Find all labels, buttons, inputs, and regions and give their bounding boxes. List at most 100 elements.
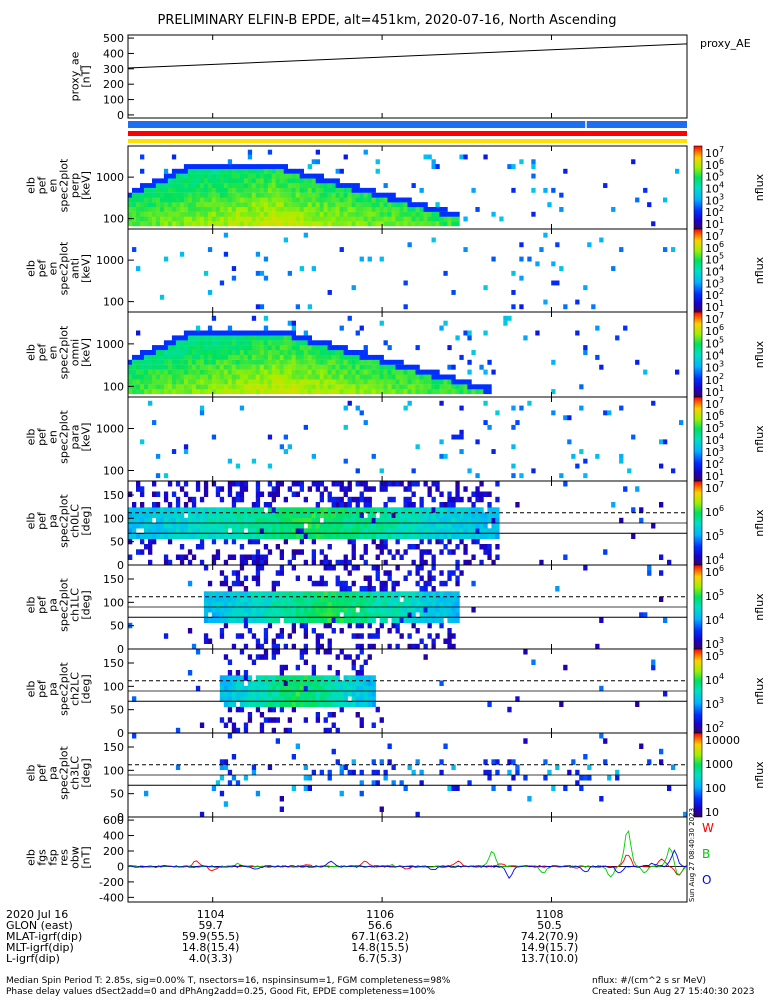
spectrogram-cell [447, 638, 452, 644]
spectrogram-cell [315, 691, 320, 697]
spectrogram-cell [171, 507, 177, 513]
spectrogram-cell [307, 607, 312, 613]
spectrogram-cell [403, 785, 408, 791]
y-axis-label-line: pef [36, 259, 49, 278]
spectrogram-cell [435, 507, 440, 513]
spectrogram-cell [367, 596, 372, 602]
spectrogram-cell [347, 622, 352, 629]
spectrogram-cell [251, 517, 257, 524]
spectrogram-cell [287, 330, 292, 336]
spectrogram-cell [167, 374, 173, 380]
spectrogram-cell [152, 354, 157, 360]
spectrogram-cell [132, 533, 137, 539]
spectrogram-cell [359, 607, 364, 613]
spectrogram-cell [259, 216, 265, 222]
spectrogram-cell [351, 633, 356, 639]
spectrogram-cell [136, 202, 141, 208]
spectrogram-cell [355, 712, 360, 718]
spectrogram-cell [191, 359, 197, 365]
spectrogram-cell [347, 192, 352, 198]
colorbar-tick: 104 [705, 264, 724, 279]
spectrogram-cell [323, 517, 328, 524]
spectrogram-cell [351, 591, 356, 597]
spectrogram-cell [439, 622, 444, 629]
spectrogram-cell [223, 164, 229, 169]
spectrogram-cell [148, 507, 153, 513]
spectrogram-cell [132, 187, 137, 193]
spectrogram-cell [175, 335, 181, 341]
spectrogram-cell [411, 533, 416, 539]
spectrogram-cell [387, 575, 392, 581]
spectrogram-cell [335, 178, 340, 184]
spectrogram-cell [387, 389, 392, 395]
spectrogram-cell [275, 369, 280, 375]
spectrogram-cell [231, 364, 237, 370]
spectrogram-cell [287, 202, 292, 208]
spectrogram-cell [279, 549, 284, 555]
spectrogram-cell [271, 533, 276, 539]
spectrogram-cell [363, 685, 368, 692]
spectrogram-cell [379, 523, 384, 529]
y-axis-label-line: elb [25, 765, 38, 782]
spectrogram-cell [267, 173, 273, 179]
spectrogram-cell [195, 164, 201, 169]
spectrogram-cell [203, 533, 209, 539]
spectrogram-cell [471, 491, 476, 497]
spectrogram-cell [259, 335, 265, 341]
spectrogram-cell [223, 340, 229, 346]
spectrogram-cell [299, 680, 304, 686]
spectrogram-cell [355, 211, 360, 217]
spectrogram-cell [215, 591, 221, 597]
spectrogram-cell [167, 197, 173, 203]
spectrogram-cell [255, 570, 261, 576]
spectrogram-cell [359, 717, 364, 723]
y-tick-label: 400 [103, 47, 124, 60]
spectrogram-cell [195, 369, 201, 375]
spectrogram-cell [391, 780, 396, 786]
spectrogram-cell [136, 330, 141, 336]
spectrogram-cell [351, 607, 356, 613]
spectrogram-cell [267, 207, 273, 212]
spectrogram-cell [507, 164, 512, 169]
spectrogram-cell [187, 670, 193, 676]
spectrogram-cell [279, 379, 284, 385]
spectrogram-cell [163, 168, 169, 174]
spectrogram-cell [411, 502, 416, 508]
spectrogram-cell [199, 533, 205, 539]
spectrogram-cell [275, 183, 280, 188]
spectrogram-cell [383, 359, 388, 365]
spectrogram-cell [439, 549, 444, 555]
spectrogram-cell [223, 350, 229, 355]
spectrogram-cell [347, 586, 352, 592]
spectrogram-cell [439, 607, 444, 613]
spectrogram-cell [327, 359, 332, 365]
spectrogram-cell [295, 354, 300, 360]
spectrogram-cell [163, 473, 169, 479]
spectrogram-cell [227, 691, 233, 697]
spectrogram-cell [271, 696, 276, 702]
colorbar-tick: 104 [705, 672, 724, 687]
spectrogram-cell [251, 769, 257, 776]
spectrogram-cell [187, 211, 193, 217]
spectrogram-cell [148, 192, 153, 198]
spectrogram-cell [211, 512, 217, 518]
spectrogram-cell [347, 400, 352, 406]
spectrogram-cell [140, 350, 145, 355]
spectrogram-cell [255, 528, 261, 534]
spectrogram-cell [251, 354, 257, 360]
spectrogram-cell [339, 187, 344, 193]
spectrogram-cell [467, 468, 472, 474]
spectrogram-cell [275, 221, 280, 227]
spectrogram-cell [132, 528, 137, 534]
spectrogram-cell [375, 354, 380, 360]
spectrogram-cell [631, 434, 636, 440]
spectrogram-cell [335, 168, 340, 174]
spectrogram-cell [307, 675, 312, 681]
spectrogram-cell [415, 379, 420, 385]
spectrogram-cell [163, 491, 169, 497]
spectrogram-cell [347, 350, 352, 355]
legend-entry-O: O [702, 873, 711, 887]
